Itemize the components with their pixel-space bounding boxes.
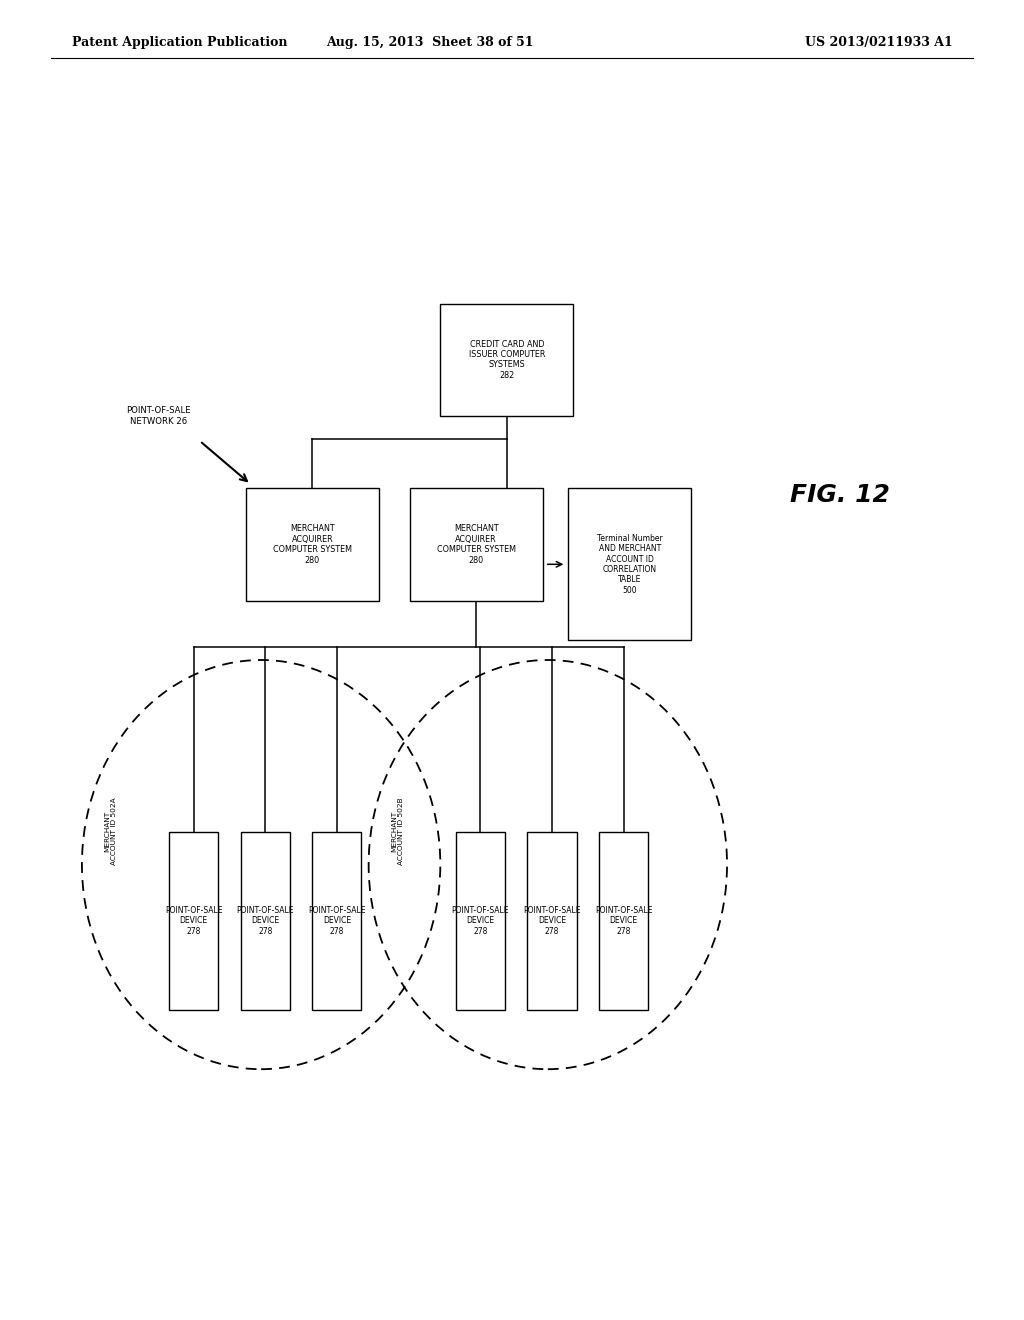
Text: MERCHANT
ACCOUNT ID 502B: MERCHANT ACCOUNT ID 502B	[391, 797, 403, 866]
Text: POINT-OF-SALE
DEVICE
278: POINT-OF-SALE DEVICE 278	[452, 906, 509, 936]
Text: MERCHANT
ACCOUNT ID 502A: MERCHANT ACCOUNT ID 502A	[104, 797, 117, 866]
FancyBboxPatch shape	[456, 832, 505, 1010]
Text: US 2013/0211933 A1: US 2013/0211933 A1	[805, 36, 952, 49]
FancyBboxPatch shape	[410, 488, 543, 601]
Text: POINT-OF-SALE
DEVICE
278: POINT-OF-SALE DEVICE 278	[237, 906, 294, 936]
Text: FIG. 12: FIG. 12	[790, 483, 890, 507]
Text: POINT-OF-SALE
DEVICE
278: POINT-OF-SALE DEVICE 278	[165, 906, 222, 936]
Text: POINT-OF-SALE
DEVICE
278: POINT-OF-SALE DEVICE 278	[595, 906, 652, 936]
Text: MERCHANT
ACQUIRER
COMPUTER SYSTEM
280: MERCHANT ACQUIRER COMPUTER SYSTEM 280	[272, 524, 352, 565]
FancyBboxPatch shape	[599, 832, 648, 1010]
Text: POINT-OF-SALE
DEVICE
278: POINT-OF-SALE DEVICE 278	[308, 906, 366, 936]
FancyBboxPatch shape	[440, 304, 573, 416]
FancyBboxPatch shape	[246, 488, 379, 601]
Text: POINT-OF-SALE
NETWORK 26: POINT-OF-SALE NETWORK 26	[126, 407, 191, 425]
Text: CREDIT CARD AND
ISSUER COMPUTER
SYSTEMS
282: CREDIT CARD AND ISSUER COMPUTER SYSTEMS …	[469, 339, 545, 380]
Text: MERCHANT
ACQUIRER
COMPUTER SYSTEM
280: MERCHANT ACQUIRER COMPUTER SYSTEM 280	[436, 524, 516, 565]
FancyBboxPatch shape	[568, 488, 691, 640]
FancyBboxPatch shape	[241, 832, 290, 1010]
FancyBboxPatch shape	[169, 832, 218, 1010]
Text: Patent Application Publication: Patent Application Publication	[72, 36, 287, 49]
FancyBboxPatch shape	[527, 832, 577, 1010]
Text: Terminal Number
AND MERCHANT
ACCOUNT ID
CORRELATION
TABLE
500: Terminal Number AND MERCHANT ACCOUNT ID …	[597, 533, 663, 595]
Text: POINT-OF-SALE
DEVICE
278: POINT-OF-SALE DEVICE 278	[523, 906, 581, 936]
FancyBboxPatch shape	[312, 832, 361, 1010]
Text: Aug. 15, 2013  Sheet 38 of 51: Aug. 15, 2013 Sheet 38 of 51	[327, 36, 534, 49]
